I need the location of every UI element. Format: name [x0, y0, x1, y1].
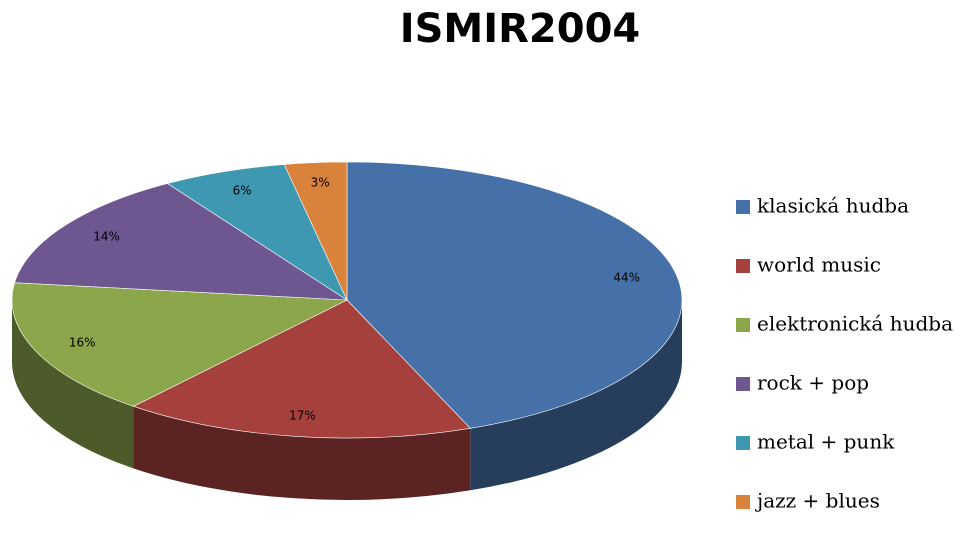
legend-swatch [736, 318, 750, 332]
legend-swatch [736, 377, 750, 391]
legend-swatch [736, 200, 750, 214]
chart-title: ISMIR2004 [400, 6, 641, 52]
pie-slice [132, 299, 471, 439]
pie-slice [166, 164, 348, 301]
data-label: 6% [233, 183, 252, 197]
legend-swatch [736, 436, 750, 450]
legend-label: metal + punk [757, 430, 895, 454]
data-label: 17% [289, 408, 316, 422]
legend-label: world music [757, 253, 881, 277]
legend-label: jazz + blues [755, 489, 880, 513]
data-label: 3% [311, 176, 330, 190]
legend-swatch [736, 259, 750, 273]
legend-label: elektronická hudba [757, 312, 953, 336]
pie-slice [11, 282, 349, 407]
legend-swatch [736, 495, 750, 509]
legend-label: rock + pop [757, 371, 869, 395]
legend-label: klasická hudba [757, 194, 909, 218]
pie-side [133, 406, 471, 500]
data-label: 44% [613, 271, 640, 285]
pie-slice [14, 183, 349, 301]
pie-side [470, 300, 682, 491]
data-label: 16% [69, 336, 96, 350]
pie-slice [346, 161, 683, 429]
data-label: 14% [93, 230, 120, 244]
pie-slice [283, 161, 348, 301]
pie-side [12, 300, 134, 469]
